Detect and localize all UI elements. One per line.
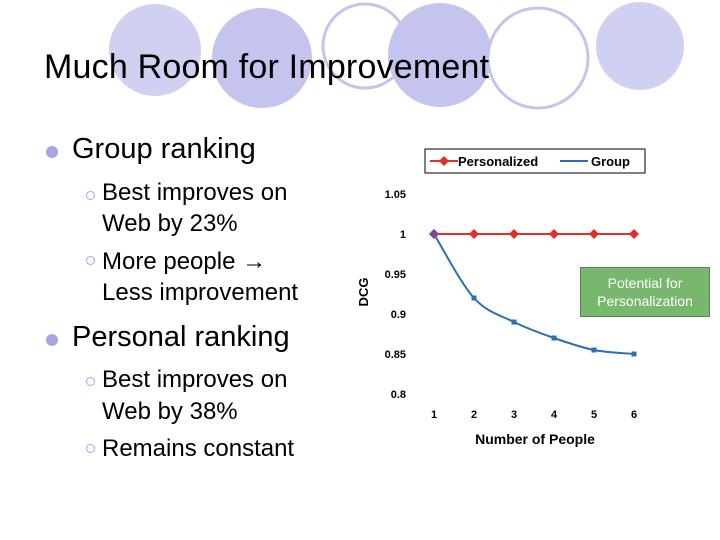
x-tick-label: 5 [591,409,597,421]
bullet-ring [86,256,95,265]
legend-marker-personalized [439,156,449,166]
data-point-group [511,319,517,325]
data-point-overlap [429,229,439,239]
callout-line1: Potential for [607,275,683,291]
y-tick-label: 1 [400,229,406,241]
y-tick-label: 0.8 [391,389,406,401]
data-point-personalized [589,229,599,239]
sub-bullet-line2: Less improvement [102,279,299,306]
sub-bullet-line1: Best improves on [102,179,288,206]
y-tick-label: 0.95 [385,269,406,281]
arrow-right-icon: → [242,248,267,275]
legend-label-personalized: Personalized [458,154,538,169]
y-tick-label: 0.9 [391,309,406,321]
sub-bullet-line1: Remains constant [102,435,295,462]
series-line-group [433,233,635,355]
data-point-group [471,295,477,301]
x-tick-label: 2 [471,409,477,421]
bullet-ring [86,377,95,386]
dcg-line-chart: Personalized Group 1.05 1 0.95 0.9 0.85 0.8 1… [356,148,646,447]
decor-circle [388,3,492,107]
bullet-dot [46,334,58,346]
sub-bullet-line2: Web by 38% [102,398,238,425]
bullet-group-ranking: Group ranking [72,133,256,165]
slide-title: Much Room for Improvement [44,48,490,86]
bullet-dot [46,146,58,158]
decor-circle [109,4,201,96]
legend-label-group: Group [591,154,630,169]
sub-bullet-line2: Web by 23% [102,210,238,237]
legend-box [424,148,646,174]
decorative-circles [109,2,684,110]
y-axis-label: DCG [356,278,371,307]
data-point-personalized [629,229,639,239]
sub-bullet-text: More people [102,248,236,275]
data-point-group [631,351,637,357]
decor-circle [596,2,684,90]
bullet-ring [86,444,95,453]
decor-ring [486,6,590,110]
decor-circle [212,8,312,108]
x-axis-label: Number of People [475,431,595,447]
callout-line2: Personalization [597,293,693,309]
bullet-ring [86,191,95,200]
sub-bullet-line1: Best improves on [102,366,288,393]
data-point-personalized [549,229,559,239]
x-tick-label: 6 [631,409,637,421]
sub-bullet-line1: More people → [102,246,266,277]
x-tick-label: 3 [511,409,517,421]
x-tick-label: 4 [551,409,558,421]
data-point-group [551,335,557,341]
bullet-personal-ranking: Personal ranking [72,321,290,353]
data-point-group [591,347,597,353]
y-tick-label: 1.05 [385,189,406,201]
data-point-personalized [509,229,519,239]
x-tick-label: 1 [431,409,437,421]
y-tick-label: 0.85 [385,349,406,361]
potential-callout: Potential for Personalization [580,267,710,317]
data-point-personalized [469,229,479,239]
